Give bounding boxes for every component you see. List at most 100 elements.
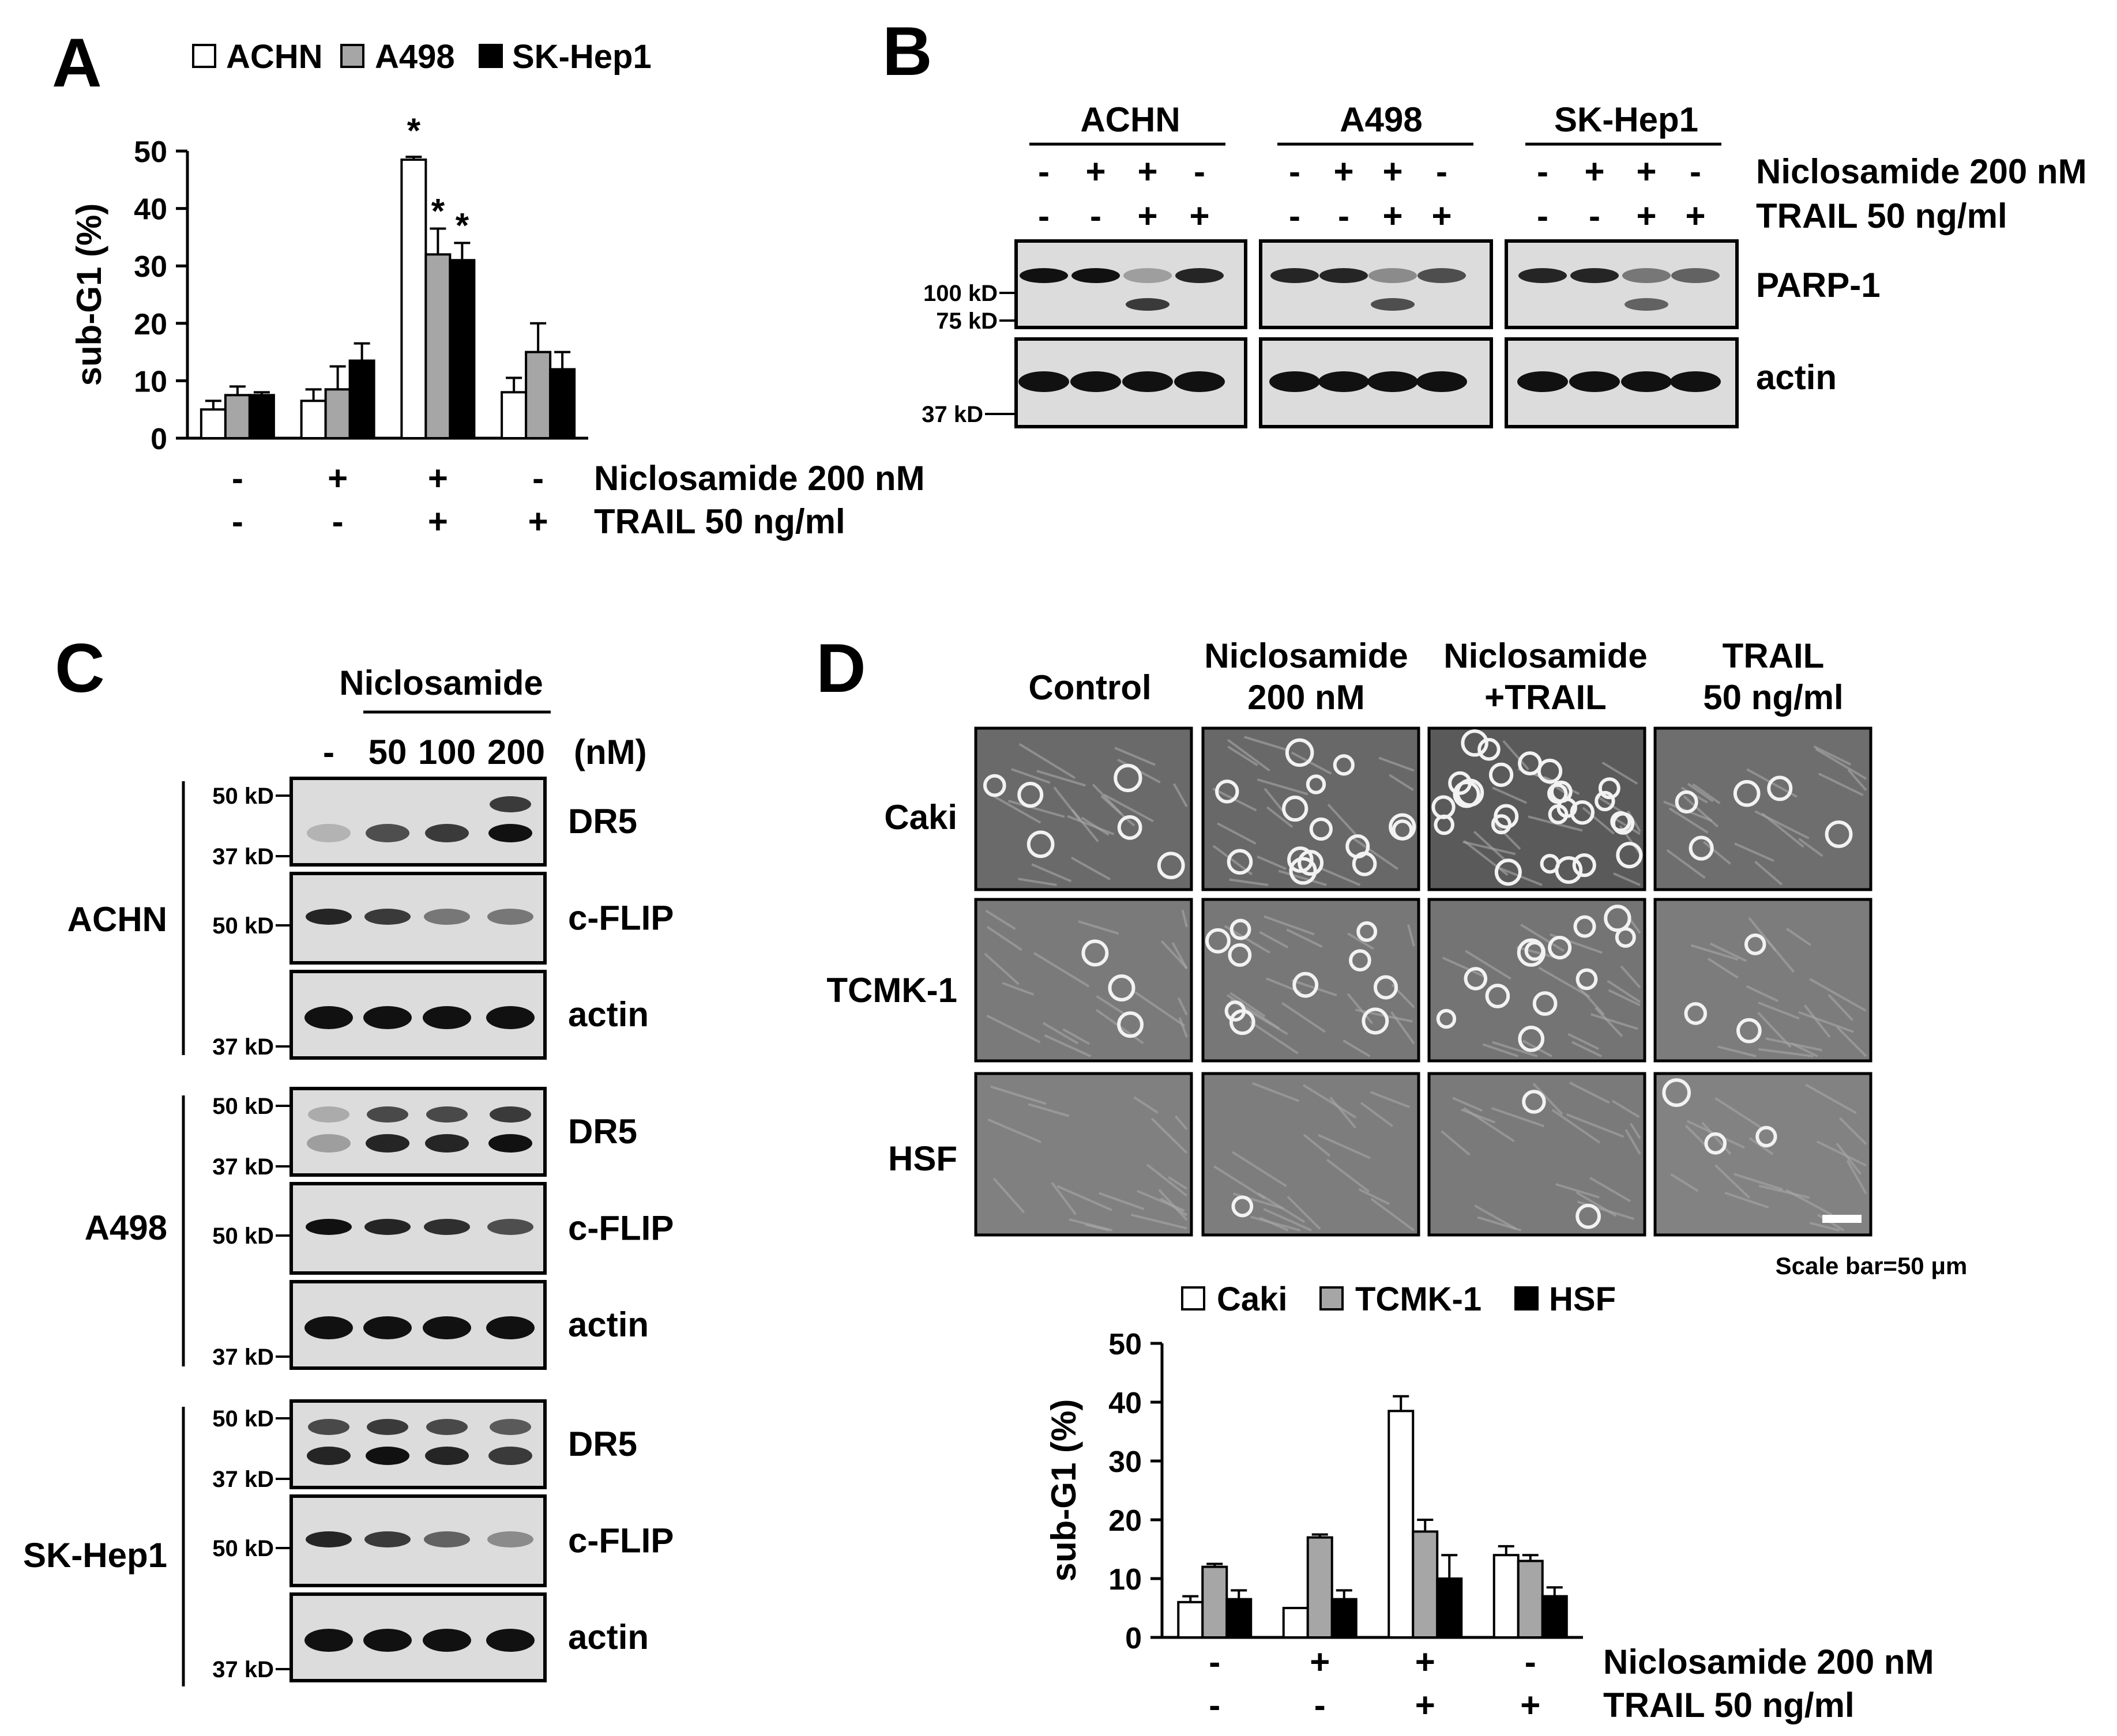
cell-texture (1067, 815, 1115, 835)
d-micrograph-hsf (1427, 1072, 1646, 1237)
band-actin (423, 1316, 471, 1339)
rounded-cell (1615, 927, 1636, 948)
bar-achn (300, 400, 327, 440)
rounded-cell (1215, 779, 1239, 804)
rounded-cell (1767, 775, 1793, 801)
cell-texture (1798, 1011, 1854, 1033)
cell-texture (1227, 745, 1258, 766)
band-cflip (487, 1531, 533, 1547)
cell-texture (1217, 822, 1257, 845)
niclosamide-sign: + (1310, 1643, 1330, 1681)
rounded-cell (1684, 1002, 1708, 1025)
cell-texture (1798, 838, 1823, 857)
band-actin (1367, 371, 1418, 392)
b-protein-parp: PARP-1 (1756, 266, 1881, 304)
legend-swatch-a498 (340, 44, 364, 68)
trail-row-label: TRAIL 50 ng/ml (594, 502, 845, 541)
cell-texture (1836, 1142, 1862, 1175)
c-dose-200: 200 (487, 733, 545, 771)
b-blot-parp-skhep1 (1505, 239, 1739, 329)
rounded-cell (1744, 933, 1766, 955)
band-dr5 (307, 1134, 351, 1153)
cell-texture (1754, 860, 1783, 886)
cell-texture (1724, 1191, 1769, 1209)
band-dr5-upper (490, 1106, 531, 1123)
cell-texture (1257, 855, 1287, 870)
trail-sign: + (428, 502, 448, 541)
trail-sign: - (1537, 197, 1548, 235)
cell-texture (1229, 878, 1269, 886)
cell-texture (1461, 1108, 1496, 1124)
bar-hsf (1330, 1598, 1358, 1639)
y-tick-label: 50 (134, 135, 167, 169)
rounded-cell (1306, 774, 1326, 794)
panel-label-d: D (816, 630, 866, 707)
y-tick-label: 40 (134, 193, 167, 227)
cell-texture (986, 1014, 1041, 1044)
y-tick-label: 10 (134, 365, 167, 398)
cell-texture (1251, 1082, 1300, 1102)
cell-texture (1589, 1177, 1631, 1203)
cell-texture (1816, 1140, 1867, 1167)
c-blot-dr5-a498 (289, 1087, 547, 1177)
rounded-cell (1356, 921, 1378, 942)
band-parp-cleaved (1625, 298, 1668, 311)
cell-texture (1442, 957, 1487, 978)
cell-texture (1828, 993, 1853, 1021)
cell-texture (1703, 841, 1731, 865)
band-dr5-upper (490, 1419, 531, 1435)
y-tick-label: 20 (1108, 1504, 1142, 1538)
band-cflip (364, 1531, 411, 1547)
band-actin (1621, 371, 1672, 392)
d-micrograph-tcmk-1 (1427, 898, 1646, 1063)
cell-texture (1036, 770, 1086, 787)
cell-texture (1846, 1159, 1867, 1195)
band-actin (486, 1316, 535, 1339)
cell-texture (1754, 810, 1810, 839)
cell-texture (1683, 795, 1719, 828)
y-tick-label: 0 (151, 423, 167, 456)
cell-texture (1462, 841, 1516, 856)
cell-texture (992, 1177, 1025, 1214)
cell-texture (1757, 1011, 1792, 1048)
rounded-cell (1229, 918, 1251, 940)
c-treatment-label: Niclosamide (339, 664, 543, 702)
cell-texture (1130, 1213, 1187, 1230)
band-parp-full (1368, 268, 1417, 283)
band-parp-cleaved (1371, 298, 1415, 311)
cell-texture (1099, 1192, 1145, 1210)
cell-texture (1502, 740, 1529, 770)
band-actin (1269, 371, 1320, 392)
b-blot-parp-a498 (1259, 239, 1493, 329)
cell-texture (1318, 1134, 1371, 1159)
bar-caki (1282, 1607, 1309, 1639)
cell-texture (1266, 806, 1293, 828)
y-tick-label: 30 (134, 250, 167, 284)
bar-sk-hep1 (449, 259, 476, 439)
cell-texture (1611, 1099, 1640, 1119)
cell-texture (1303, 1134, 1331, 1157)
band-cflip (424, 1531, 470, 1547)
c-protein-actin: actin (568, 1618, 649, 1656)
trail-sign: + (1636, 197, 1656, 235)
rounded-cell (1282, 795, 1308, 822)
cell-texture (1707, 957, 1739, 979)
band-actin (423, 1629, 471, 1652)
cell-texture (1582, 807, 1615, 835)
c-marker: 37 kD (212, 1467, 274, 1492)
rounded-cell (1205, 928, 1231, 954)
cell-texture (1805, 1083, 1857, 1114)
band-actin (363, 1629, 412, 1652)
niclosamide-sign: + (1584, 152, 1604, 191)
b-marker-37: 37 kD (922, 402, 983, 427)
cell-texture (1473, 830, 1506, 861)
cell-texture (1257, 778, 1308, 796)
trail-sign: + (1520, 1686, 1540, 1724)
band-actin (1018, 371, 1069, 392)
cell-texture (1227, 739, 1270, 772)
band-actin (1070, 371, 1121, 392)
trail-sign: + (1137, 197, 1157, 235)
b-marker-100: 100 kD (923, 281, 998, 306)
rounded-cell (1287, 846, 1314, 873)
c-dose-unit: (nM) (574, 733, 647, 771)
